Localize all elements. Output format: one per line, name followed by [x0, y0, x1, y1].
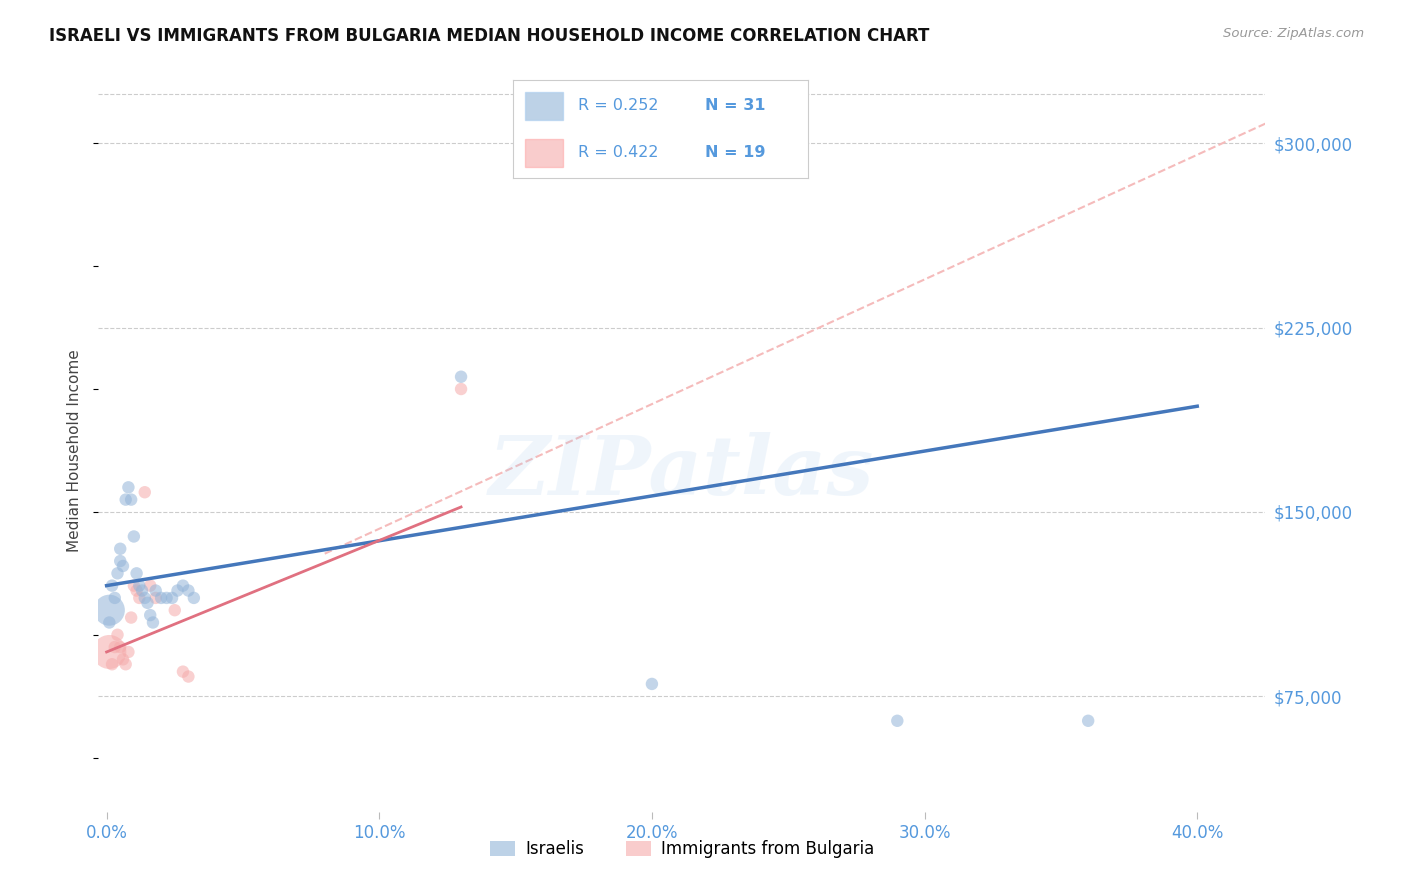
Point — [177, 583, 200, 598]
Text: R = 0.422: R = 0.422 — [578, 145, 658, 161]
Point — [114, 657, 136, 672]
Text: R = 0.252: R = 0.252 — [578, 98, 658, 113]
Point — [134, 591, 156, 605]
Point — [122, 579, 145, 593]
Point — [131, 583, 153, 598]
Point — [172, 579, 194, 593]
Point — [177, 669, 200, 683]
Point — [117, 480, 139, 494]
Point — [107, 566, 129, 581]
Point — [134, 485, 156, 500]
Point — [139, 579, 162, 593]
Point — [1077, 714, 1099, 728]
Point — [142, 615, 165, 630]
Point — [450, 369, 472, 384]
Point — [110, 554, 132, 568]
Point — [104, 640, 127, 654]
Point — [128, 591, 150, 605]
Point — [172, 665, 194, 679]
Point — [163, 603, 186, 617]
Point — [120, 492, 142, 507]
Point — [128, 579, 150, 593]
Point — [166, 583, 188, 598]
Point — [886, 714, 908, 728]
Point — [111, 652, 134, 666]
Point — [117, 645, 139, 659]
Point — [120, 610, 142, 624]
Point — [104, 591, 127, 605]
FancyBboxPatch shape — [524, 139, 564, 167]
Point — [125, 583, 148, 598]
Point — [136, 596, 159, 610]
Y-axis label: Median Household Income: Median Household Income — [67, 349, 83, 552]
Text: ZIPatlas: ZIPatlas — [489, 432, 875, 512]
Point — [155, 591, 177, 605]
Point — [641, 677, 664, 691]
Point — [111, 558, 134, 573]
Point — [150, 591, 173, 605]
Point — [98, 615, 121, 630]
Point — [145, 583, 167, 598]
Point — [183, 591, 205, 605]
Point — [101, 657, 124, 672]
Point — [139, 608, 162, 623]
Point — [110, 640, 132, 654]
Text: ISRAELI VS IMMIGRANTS FROM BULGARIA MEDIAN HOUSEHOLD INCOME CORRELATION CHART: ISRAELI VS IMMIGRANTS FROM BULGARIA MEDI… — [49, 27, 929, 45]
Point — [145, 591, 167, 605]
Point — [450, 382, 472, 396]
Point — [98, 645, 121, 659]
Point — [114, 492, 136, 507]
Legend: Israelis, Immigrants from Bulgaria: Israelis, Immigrants from Bulgaria — [484, 833, 880, 865]
Point — [125, 566, 148, 581]
Point — [101, 579, 124, 593]
Point — [160, 591, 183, 605]
Text: N = 31: N = 31 — [704, 98, 766, 113]
Point — [107, 628, 129, 642]
FancyBboxPatch shape — [524, 92, 564, 120]
Point — [98, 603, 121, 617]
Point — [122, 529, 145, 543]
Text: Source: ZipAtlas.com: Source: ZipAtlas.com — [1223, 27, 1364, 40]
Point — [110, 541, 132, 556]
Text: N = 19: N = 19 — [704, 145, 766, 161]
